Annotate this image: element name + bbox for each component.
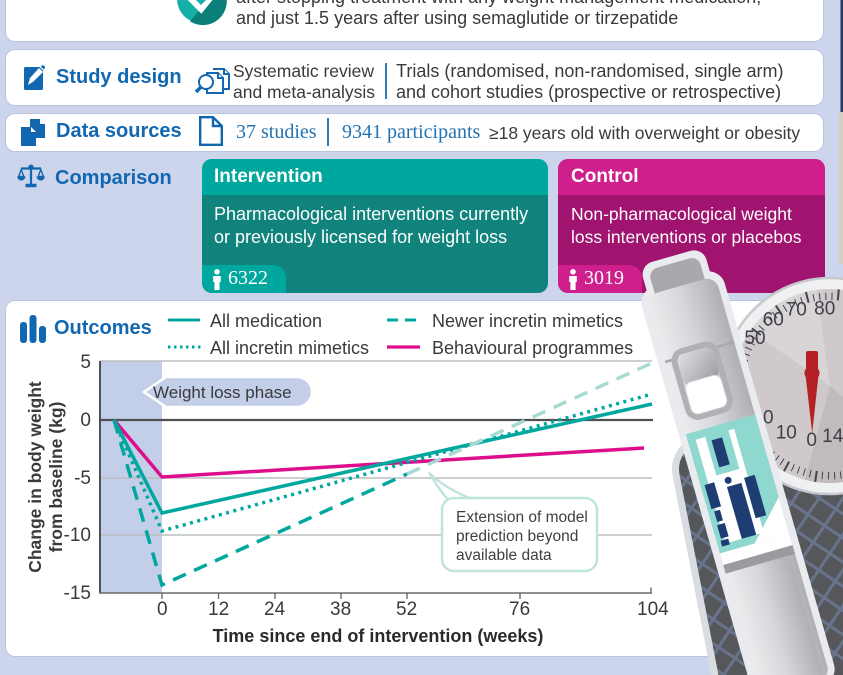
svg-text:140: 140: [822, 426, 843, 447]
